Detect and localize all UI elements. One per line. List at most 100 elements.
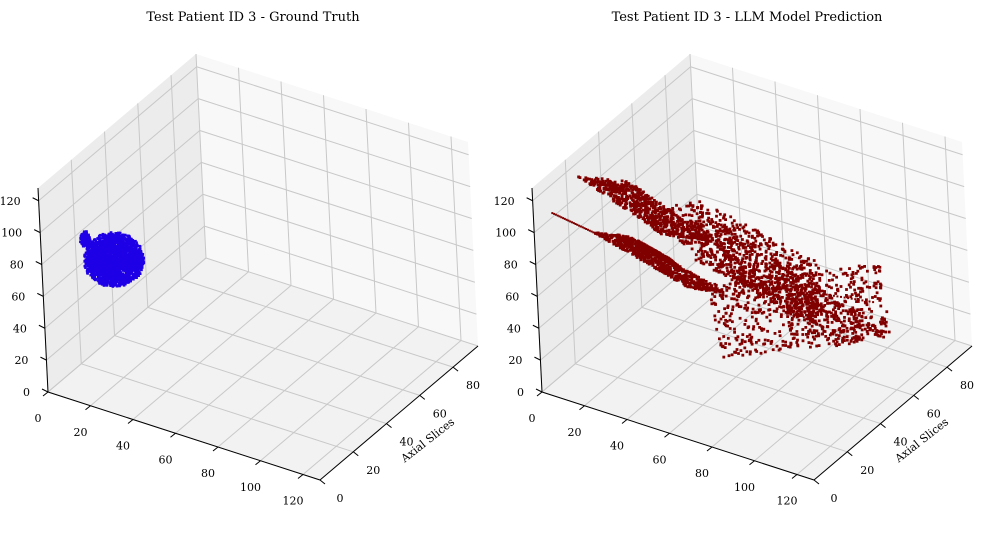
data-point [135, 254, 139, 258]
data-point [795, 285, 799, 288]
data-point [141, 253, 144, 256]
data-point [761, 259, 765, 263]
data-point [130, 261, 134, 264]
data-point [694, 220, 698, 223]
data-point [635, 256, 639, 259]
data-point [857, 313, 861, 317]
data-point [779, 315, 783, 318]
data-point [668, 265, 672, 269]
data-point [651, 259, 654, 263]
data-point [100, 243, 104, 246]
data-point [690, 247, 694, 251]
data-point [837, 334, 841, 337]
z-tick-mark [526, 197, 533, 202]
grid-line-x [408, 122, 419, 327]
data-point [788, 266, 791, 270]
data-point [757, 303, 761, 307]
data-point [817, 319, 821, 323]
data-point [757, 253, 761, 257]
data-point [701, 261, 705, 265]
data-point [611, 240, 615, 243]
data-point [648, 260, 651, 263]
data-point [739, 234, 743, 238]
data-point [792, 314, 796, 318]
data-point [669, 211, 673, 215]
x-axis-line [541, 391, 815, 481]
data-point [667, 269, 671, 273]
data-point [122, 251, 126, 255]
data-point [108, 232, 111, 236]
data-point [770, 255, 774, 258]
data-point [767, 247, 771, 251]
data-point [728, 318, 732, 322]
data-point [718, 234, 722, 238]
data-point [134, 274, 138, 278]
data-point [822, 305, 825, 309]
data-point [713, 290, 717, 293]
data-point [709, 233, 713, 237]
data-point [128, 277, 132, 281]
data-point [91, 262, 94, 265]
data-point [134, 261, 137, 264]
data-point [744, 223, 748, 227]
data-point [837, 343, 841, 346]
data-point [704, 282, 708, 286]
data-point [788, 306, 791, 309]
data-point [867, 323, 871, 326]
data-point [769, 252, 773, 256]
data-point [750, 269, 754, 273]
data-point [715, 243, 719, 246]
data-point [697, 257, 701, 261]
data-point [115, 257, 118, 260]
data-point [741, 274, 745, 277]
data-point [128, 262, 132, 265]
data-point [771, 348, 775, 352]
x-tick-label: 80 [201, 467, 215, 480]
data-point [803, 272, 807, 276]
grid-line-x [732, 67, 743, 272]
data-point [756, 262, 760, 266]
grid-line-z [201, 161, 474, 251]
data-point [741, 281, 744, 285]
data-point [816, 310, 820, 314]
data-point [855, 300, 858, 303]
data-point [775, 287, 778, 290]
data-point [847, 342, 851, 346]
data-point [122, 237, 126, 240]
data-point [841, 272, 845, 276]
data-point [654, 265, 658, 269]
grid-line-z [39, 98, 199, 234]
data-point [802, 286, 806, 290]
data-point [137, 262, 140, 265]
data-point [727, 286, 731, 290]
data-point [105, 258, 108, 261]
data-point [641, 245, 644, 249]
data-point [715, 269, 719, 273]
data-point [122, 278, 126, 282]
data-point [100, 240, 103, 243]
grid-line-y [598, 131, 610, 336]
data-point [725, 320, 729, 323]
data-point [710, 252, 714, 256]
data-point [684, 280, 688, 284]
data-point [665, 229, 669, 233]
data-point [814, 271, 818, 275]
data-point [763, 338, 767, 342]
data-point [778, 269, 781, 273]
data-point [748, 272, 751, 276]
data-point [726, 238, 730, 241]
data-point [747, 289, 751, 293]
data-point [793, 293, 797, 296]
data-point [98, 276, 101, 280]
data-point [773, 289, 776, 293]
data-point [119, 262, 122, 265]
data-point [832, 273, 836, 277]
data-point [750, 281, 753, 285]
data-point [86, 262, 89, 265]
data-point [703, 287, 706, 290]
data-point [722, 284, 726, 287]
data-point [836, 316, 840, 320]
data-point [730, 297, 734, 301]
data-point [807, 282, 811, 286]
data-point [849, 309, 852, 313]
